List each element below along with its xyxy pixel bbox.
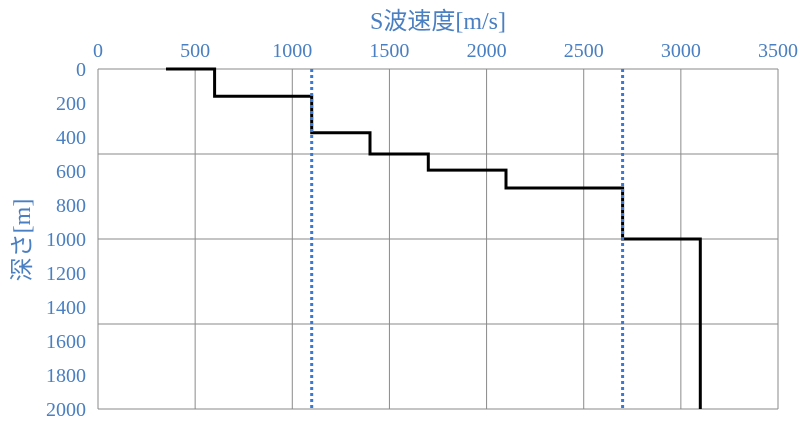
y-axis-title: 深さ[m] (9, 199, 36, 282)
x-axis-title: S波速度[m/s] (370, 8, 506, 35)
y-tick-labels: 0 200 400 600 800 1000 1200 1400 1600 1800 2000 (46, 59, 86, 421)
y-tick-label: 800 (56, 195, 86, 217)
y-tick-label: 200 (56, 93, 86, 115)
y-tick-label: 2000 (46, 399, 86, 421)
y-tick-label: 1200 (46, 263, 86, 285)
y-tick-label: 1000 (46, 229, 86, 251)
x-tick-label: 3000 (661, 40, 701, 62)
y-tick-label: 600 (56, 161, 86, 183)
y-tick-label: 1800 (46, 365, 86, 387)
y-tick-label: 1600 (46, 331, 86, 353)
x-tick-label: 500 (180, 40, 210, 62)
x-tick-label: 2500 (564, 40, 604, 62)
y-tick-label: 400 (56, 127, 86, 149)
x-tick-label: 1000 (272, 40, 312, 62)
y-tick-label: 0 (76, 59, 86, 81)
x-tick-label: 2000 (467, 40, 507, 62)
x-tick-labels: 0 500 1000 1500 2000 2500 3000 3500 (93, 40, 798, 62)
y-tick-label: 1400 (46, 297, 86, 319)
x-tick-label: 1500 (369, 40, 409, 62)
data-series (166, 67, 702, 409)
x-tick-label: 0 (93, 40, 103, 62)
x-tick-label: 3500 (758, 40, 798, 62)
